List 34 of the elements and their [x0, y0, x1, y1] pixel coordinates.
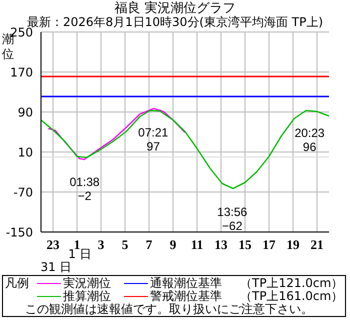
text: 31 日 [39, 260, 73, 274]
legend-title: 凡例 [5, 276, 29, 290]
x-tick-label: 21 [310, 237, 324, 252]
x-tick-label: 11 [190, 237, 204, 252]
line-series [41, 110, 329, 190]
x-tick-label: 1 [74, 237, 80, 252]
x-tick-label: 7 [146, 237, 153, 252]
x-tick-label: 23 [46, 237, 60, 252]
legend-label: 通報潮位基準 [150, 276, 222, 290]
text: （TP上121.0cm） [240, 276, 344, 290]
x-tick-label: 15 [238, 237, 252, 252]
annotation: 07:21 97 [138, 126, 169, 154]
y-tick-label: 90 [18, 105, 33, 120]
chart-title: 福良 実況潮位グラフ [113, 1, 236, 16]
text: （TP上161.0cm） [240, 289, 344, 303]
y-tick-label: 10 [18, 145, 33, 160]
x-tick-label: 3 [98, 237, 105, 252]
x-tick-label: 9 [170, 237, 177, 252]
legend-label: 実況潮位 [63, 276, 111, 290]
y-tick-label: 170 [10, 65, 33, 80]
legend-label: 警戒潮位基準 [150, 289, 222, 303]
chart-subtitle: 最新：2026年8月1日10時30分(東京湾平均海面 TP上) [26, 15, 324, 29]
y-tick-label: -70 [13, 185, 33, 200]
annotation: 01:38 −2 [70, 175, 100, 203]
annotation: 13:56 −62 [217, 205, 248, 233]
line-series [48, 108, 186, 160]
x-tick-label: 19 [286, 237, 300, 252]
text: この観測値は速報値です。取り扱いにご注意下さい。 [25, 302, 313, 316]
x-tick-label: 13 [214, 237, 228, 252]
legend-label: 推算潮位 [63, 289, 111, 303]
y-tick-label: -150 [6, 225, 33, 240]
x-tick-label: 5 [122, 237, 129, 252]
x-tick-label: 17 [262, 237, 276, 252]
annotation: 20:23 96 [294, 126, 325, 154]
